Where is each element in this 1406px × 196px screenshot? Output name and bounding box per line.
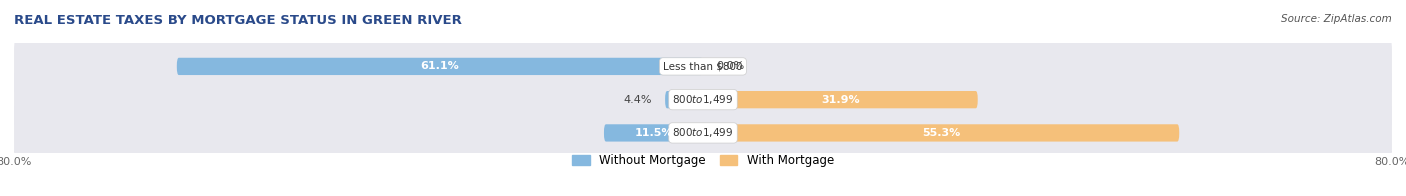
Text: $800 to $1,499: $800 to $1,499 xyxy=(672,93,734,106)
FancyBboxPatch shape xyxy=(605,124,703,142)
Text: 4.4%: 4.4% xyxy=(624,95,652,105)
Text: 31.9%: 31.9% xyxy=(821,95,859,105)
Text: 55.3%: 55.3% xyxy=(922,128,960,138)
Text: 0.0%: 0.0% xyxy=(716,61,744,71)
Legend: Without Mortgage, With Mortgage: Without Mortgage, With Mortgage xyxy=(572,154,834,167)
FancyBboxPatch shape xyxy=(14,103,1392,162)
FancyBboxPatch shape xyxy=(703,124,1180,142)
Text: $800 to $1,499: $800 to $1,499 xyxy=(672,126,734,139)
FancyBboxPatch shape xyxy=(665,91,703,108)
Text: 11.5%: 11.5% xyxy=(634,128,672,138)
Text: REAL ESTATE TAXES BY MORTGAGE STATUS IN GREEN RIVER: REAL ESTATE TAXES BY MORTGAGE STATUS IN … xyxy=(14,14,463,27)
Text: 61.1%: 61.1% xyxy=(420,61,460,71)
FancyBboxPatch shape xyxy=(14,70,1392,129)
FancyBboxPatch shape xyxy=(14,37,1392,96)
Text: Less than $800: Less than $800 xyxy=(664,61,742,71)
FancyBboxPatch shape xyxy=(703,91,977,108)
FancyBboxPatch shape xyxy=(177,58,703,75)
Text: Source: ZipAtlas.com: Source: ZipAtlas.com xyxy=(1281,14,1392,24)
